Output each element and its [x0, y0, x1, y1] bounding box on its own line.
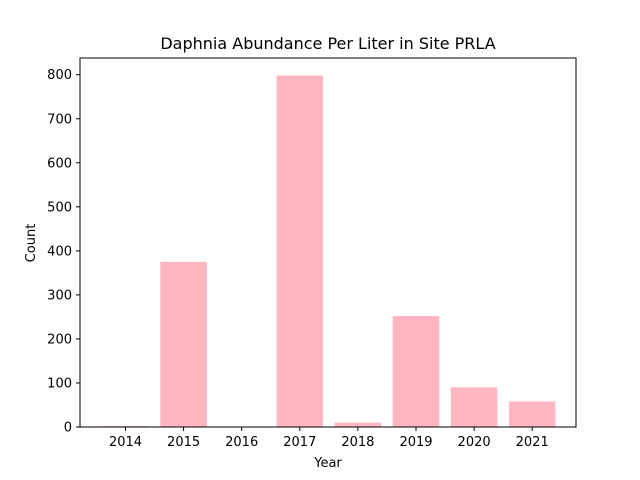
- y-tick-label: 700: [47, 112, 72, 127]
- plot-frame: [79, 57, 577, 428]
- y-tick-label: 100: [47, 376, 72, 391]
- y-tick-label: 800: [47, 68, 72, 83]
- bar-2021: [508, 401, 556, 427]
- y-tick-label: 600: [47, 156, 72, 171]
- bar-2020: [450, 387, 498, 427]
- x-tick-label: 2018: [341, 435, 374, 450]
- bars-layer: [102, 75, 556, 428]
- bar-2017: [276, 75, 324, 428]
- x-tick-label: 2017: [283, 435, 316, 450]
- x-tick-label: 2020: [458, 435, 491, 450]
- y-axis-title: Count: [24, 224, 39, 263]
- y-axis: 0 100 200 300 400 500 600 700 800: [47, 68, 80, 436]
- y-tick-label: 400: [47, 244, 72, 259]
- y-tick-label: 300: [47, 288, 72, 303]
- y-tick-label: 200: [47, 332, 72, 347]
- bar-2018: [334, 422, 382, 427]
- x-tick-label: 2021: [516, 435, 549, 450]
- x-tick-label: 2016: [225, 435, 258, 450]
- y-tick-label: 0: [64, 421, 72, 436]
- x-axis-title: Year: [313, 456, 342, 471]
- chart-title: Daphnia Abundance Per Liter in Site PRLA: [160, 34, 495, 53]
- bar-2015: [160, 261, 207, 427]
- x-tick-label: 2014: [109, 435, 142, 450]
- x-tick-label: 2015: [167, 435, 200, 450]
- x-axis: 2014 2015 2016 2017 2018 2019 2020 2021: [109, 427, 549, 450]
- x-tick-label: 2019: [399, 435, 432, 450]
- bar-2019: [392, 316, 440, 427]
- y-tick-label: 500: [47, 200, 72, 215]
